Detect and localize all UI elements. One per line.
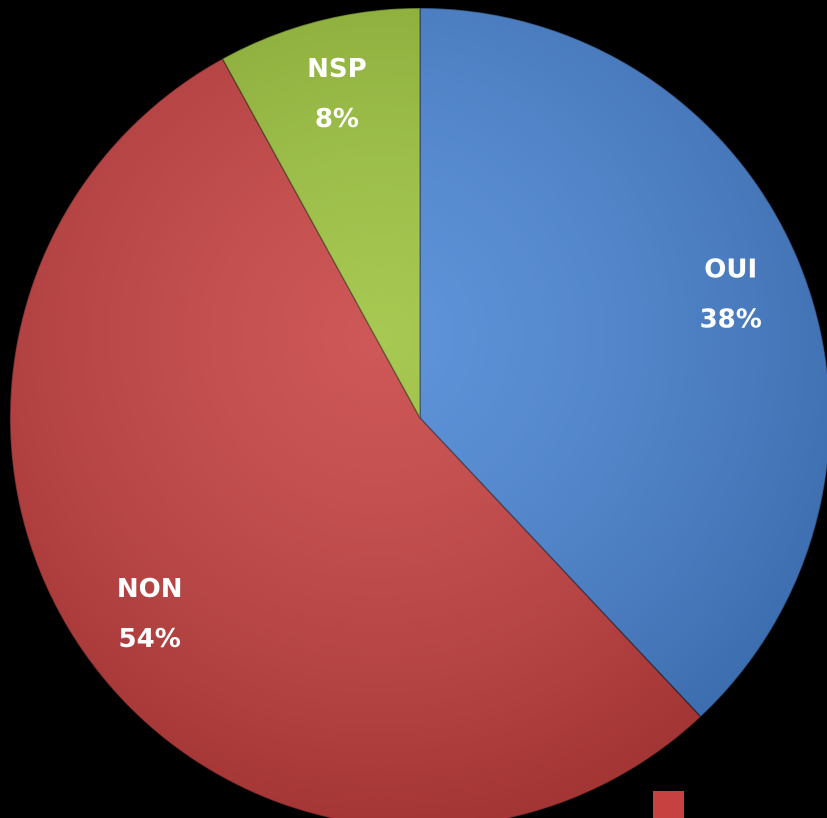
slice-label: NON <box>117 574 183 604</box>
legend-swatch <box>653 791 684 818</box>
pie <box>9 7 827 818</box>
slice-label: NSP <box>307 54 367 84</box>
slice-label: OUI <box>704 254 757 284</box>
slice-value-label: 54% <box>119 624 181 654</box>
slice-value-label: 38% <box>700 304 762 334</box>
slice-value-label: 8% <box>315 104 359 134</box>
